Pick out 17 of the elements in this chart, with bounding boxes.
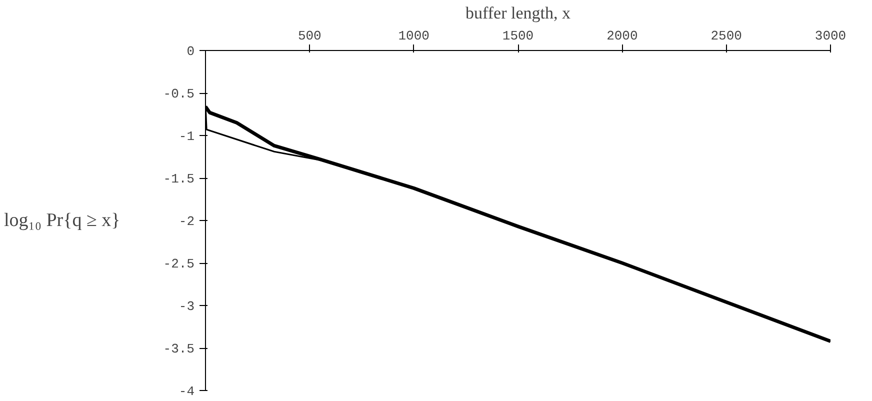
y-tick-label: -1	[178, 129, 195, 144]
x-tick-label: 3000	[814, 28, 846, 44]
x-tick-label: 2000	[606, 28, 638, 44]
x-tick-label: 2500	[710, 28, 742, 44]
y-tick-label: -1.5	[163, 172, 195, 186]
y-tick-label: -2.5	[163, 256, 195, 272]
y-tick-label: -3.5	[163, 342, 195, 356]
x-tick-label: 500	[298, 28, 322, 44]
x-axis-title: buffer length, x	[466, 4, 571, 22]
y-tick-label: -3	[178, 299, 195, 314]
y-tick-label: 0	[186, 44, 195, 59]
y-tick-label: -2	[178, 214, 195, 229]
y-tick-label: -4	[178, 384, 195, 399]
y-tick-label: -0.5	[163, 86, 195, 102]
x-tick-label: 1500	[502, 28, 534, 44]
x-tick-label: 1000	[398, 28, 430, 44]
y-axis-title: log₁₀ Pr{q ≥ x}	[4, 210, 120, 231]
